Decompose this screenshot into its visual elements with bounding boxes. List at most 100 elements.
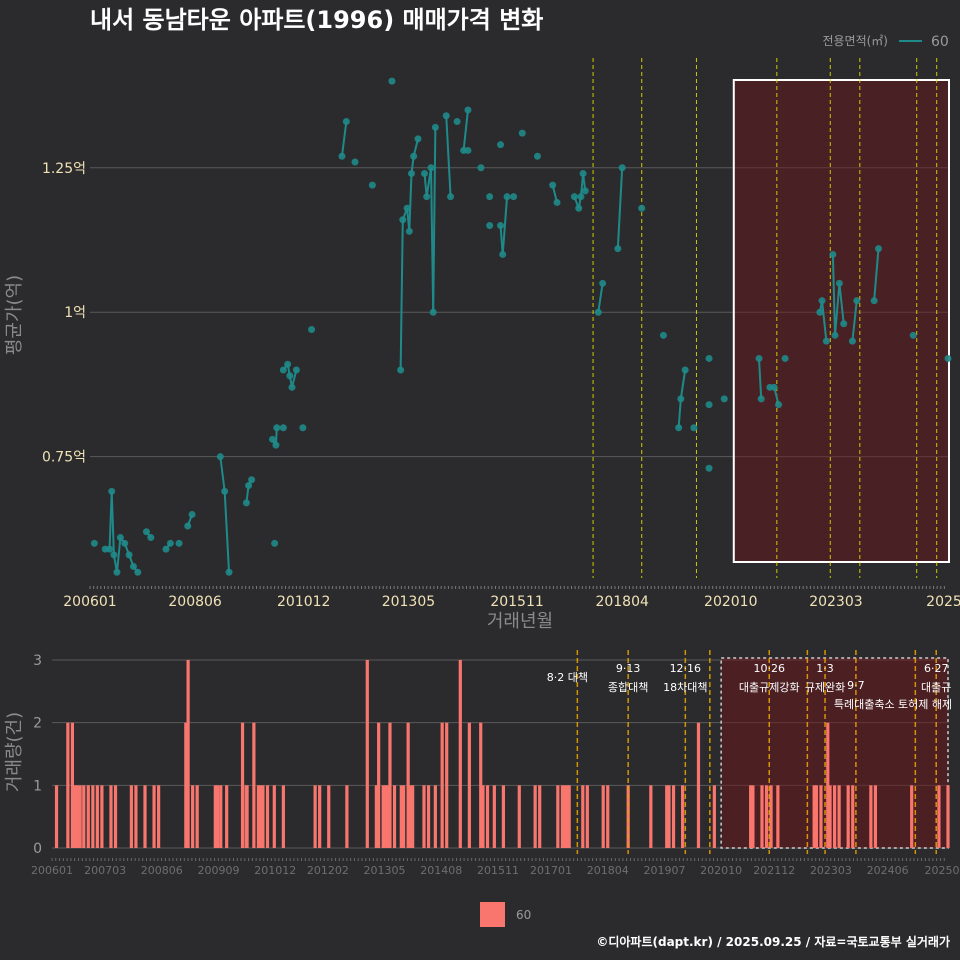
bottom-bar [386, 785, 390, 848]
bottom-bar [832, 785, 837, 848]
bottom-y-tick-label: 0 [33, 841, 42, 857]
top-x-tick-label: 200601 [63, 594, 116, 610]
bottom-bar [814, 785, 819, 848]
top-data-point [599, 279, 607, 287]
bottom-bar [86, 785, 90, 848]
bottom-y-tick-label: 3 [33, 653, 42, 669]
bottom-x-tick-label: 202010 [700, 864, 742, 877]
bottom-bar [712, 785, 716, 848]
top-data-point [675, 424, 683, 432]
top-series-segment [838, 283, 845, 324]
top-data-point [770, 383, 778, 391]
top-data-point [175, 539, 183, 547]
top-data-point [121, 539, 129, 547]
top-data-point [188, 510, 196, 518]
bottom-bar [73, 785, 77, 848]
bottom-bar [113, 785, 118, 848]
top-data-point [279, 366, 287, 374]
bottom-bar [265, 785, 270, 848]
bottom-bar [440, 722, 444, 848]
top-data-point [829, 250, 837, 258]
bottom-bar [143, 785, 147, 848]
top-y-axis: 0.75억 1억 1.25억 [42, 161, 86, 466]
top-y-tick-label: 1억 [64, 305, 86, 321]
bottom-bar [66, 722, 70, 848]
bottom-policy-lines: 8·2 대책 9·13 종합대책 12·16 18차대책 10·26 대출규제강화 1·3 규제… [547, 650, 951, 854]
top-data-point [835, 279, 843, 287]
bottom-x-tick-label: 200601 [31, 864, 73, 877]
bottom-bar [392, 785, 397, 848]
policy-label: 6·27 [924, 662, 949, 675]
top-data-point [284, 360, 292, 368]
bottom-bar [665, 785, 669, 848]
policy-label: 10·26 [754, 662, 786, 675]
top-data-point [142, 528, 150, 536]
bottom-bar [485, 785, 490, 848]
bottom-x-tick-label: 201907 [643, 864, 685, 877]
bottom-bar [819, 785, 823, 848]
bottom-bar [383, 785, 388, 848]
top-data-point [245, 482, 253, 490]
bottom-bar [327, 785, 331, 848]
top-series-segment [831, 254, 837, 336]
bottom-bar [563, 785, 567, 848]
bottom-bar [75, 785, 79, 848]
top-data-point [129, 562, 137, 570]
top-series-segment [821, 300, 828, 342]
top-data-point [338, 152, 346, 160]
top-data-point [705, 401, 713, 409]
bottom-bar [215, 785, 220, 848]
top-data-point [781, 354, 789, 362]
bottom-x-tick-label: 20250 [925, 864, 960, 877]
bottom-bar [313, 785, 317, 848]
bottom-x-tick-label: 201701 [530, 864, 572, 877]
top-data-point [677, 395, 685, 403]
bottom-x-tick-label: 201202 [307, 864, 349, 877]
bottom-bar [272, 785, 276, 848]
top-data-point [464, 106, 472, 114]
top-data-point [533, 152, 541, 160]
top-data-point [414, 135, 422, 143]
bottom-bar [826, 722, 830, 848]
top-series-segment [110, 491, 115, 555]
bottom-bar [318, 785, 322, 848]
top-data-point [503, 193, 511, 201]
bottom-bar [828, 785, 832, 848]
top-data-point [499, 250, 507, 258]
bottom-x-tick-label: 201511 [477, 864, 519, 877]
bottom-bar [681, 785, 685, 848]
bottom-x-tick-label: 202112 [753, 864, 795, 877]
top-data-point [822, 337, 830, 345]
top-highlight-rect [732, 79, 950, 563]
top-series-segment [501, 196, 509, 255]
bottom-bar [281, 785, 285, 848]
bottom-bar [256, 785, 261, 848]
top-data-point [272, 441, 280, 449]
top-data-point [486, 193, 494, 201]
legend-bottom: 60 [480, 902, 531, 927]
top-x-tick-label: 201012 [277, 594, 330, 610]
bottom-x-tick-label: 202303 [810, 864, 852, 877]
top-data-point [279, 424, 287, 432]
chart-title: 내서 동남타운 아파트(1996) 매매가격 변화 [90, 6, 543, 34]
top-data-point [486, 222, 494, 230]
bottom-bar [696, 722, 701, 848]
top-series-segment [445, 115, 452, 197]
bottom-bar [406, 722, 410, 848]
bottom-bar [481, 785, 485, 848]
top-data-point [477, 164, 485, 172]
top-data-point [113, 568, 121, 576]
bottom-y-axis-label: 거래량(건) [4, 712, 25, 792]
top-policy-lines [592, 58, 938, 578]
bottom-bar [129, 785, 133, 848]
top-data-point [116, 534, 124, 542]
bottom-bar [869, 785, 873, 848]
bottom-bar [492, 785, 496, 848]
bottom-bar [458, 660, 462, 848]
top-data-point [442, 112, 450, 120]
top-data-point [570, 193, 578, 201]
top-series-segment [219, 456, 226, 492]
top-data-point [553, 198, 561, 206]
top-series-segment [462, 109, 469, 151]
bottom-bar [365, 660, 369, 848]
